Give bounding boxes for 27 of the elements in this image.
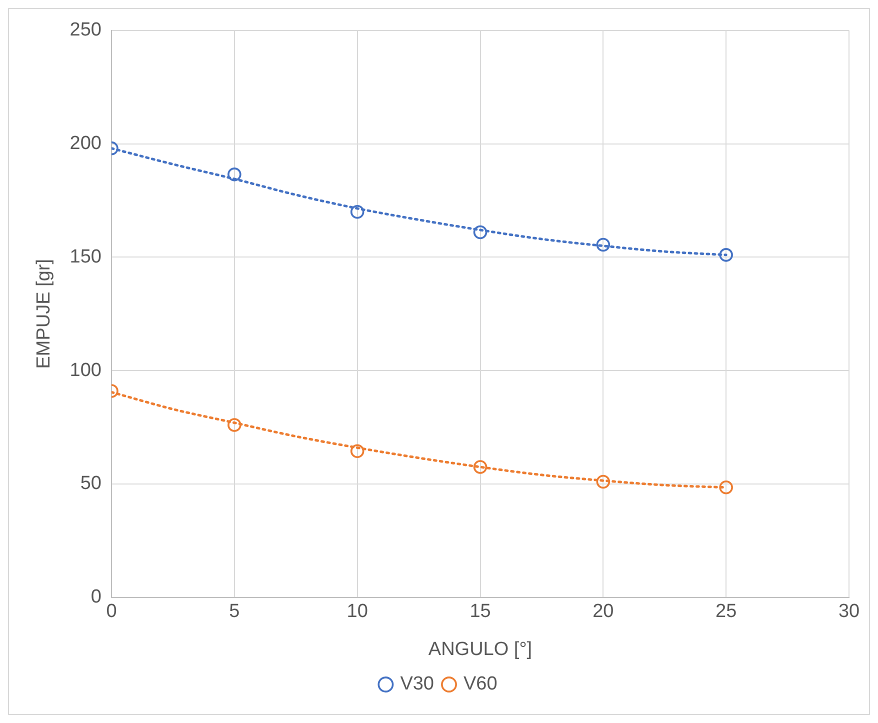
point	[473, 460, 488, 474]
y-axis-title: EMPUJE [gr]	[34, 258, 55, 369]
y-tick-label: 50	[80, 473, 102, 494]
y-tick-label: 0	[90, 586, 102, 608]
point	[473, 225, 488, 240]
y-tick-label: 250	[70, 20, 102, 41]
y-tick-label: 150	[70, 246, 102, 268]
x-tick-label: 0	[106, 601, 117, 622]
point	[228, 418, 242, 432]
point	[228, 168, 242, 182]
x-tick-label: 20	[592, 601, 614, 622]
x-tick-label: 30	[838, 601, 860, 622]
legend-label: V30	[400, 674, 434, 695]
legend-label: V60	[464, 674, 498, 695]
point	[719, 480, 733, 494]
x-tick-label: 25	[716, 601, 737, 622]
y-tick-label: 200	[70, 133, 102, 154]
point	[596, 474, 610, 489]
x-tick-label: 10	[346, 601, 368, 622]
x-tick-label: 5	[229, 601, 240, 622]
y-tick-label: 100	[70, 360, 102, 381]
x-tick-label: 15	[470, 601, 491, 622]
point	[350, 444, 364, 458]
point	[350, 204, 364, 219]
point	[719, 248, 733, 262]
x-axis-title: ANGULO [°]	[428, 638, 532, 660]
point	[596, 238, 610, 252]
